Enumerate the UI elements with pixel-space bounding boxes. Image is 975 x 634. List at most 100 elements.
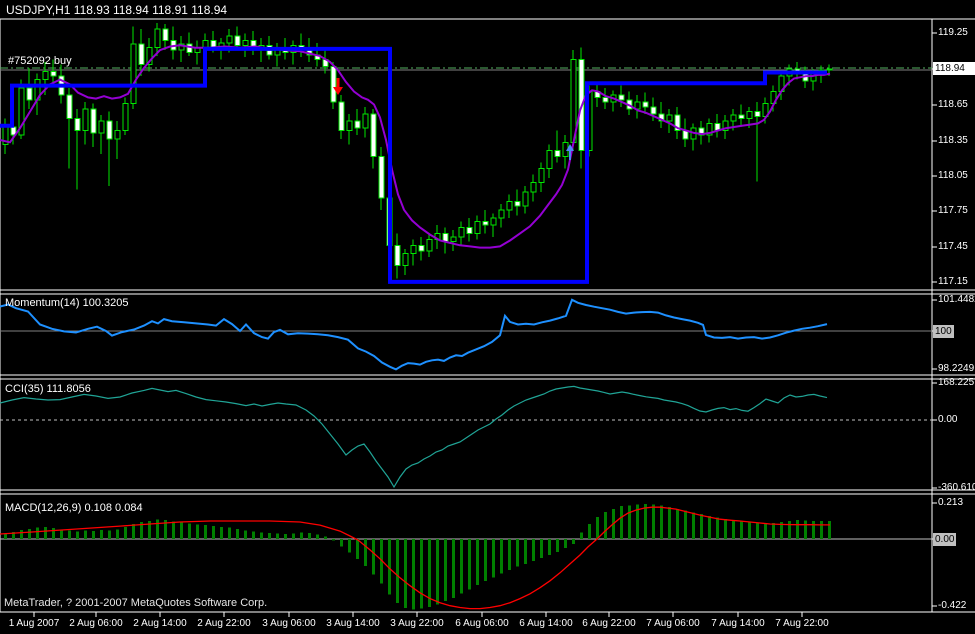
macd-histogram-bar <box>84 530 87 539</box>
macd-histogram-bar <box>364 539 367 566</box>
macd-histogram-bar <box>148 520 151 539</box>
time-axis-label: 1 Aug 2007 <box>8 618 60 629</box>
macd-histogram-bar <box>828 520 831 539</box>
macd-histogram-bar <box>772 522 775 539</box>
macd-histogram-bar <box>204 525 207 539</box>
price-axis-label: 119.25 <box>938 27 968 38</box>
macd-histogram-bar <box>300 532 303 539</box>
macd-histogram-bar <box>460 539 463 594</box>
time-axis-label: 7 Aug 22:00 <box>775 618 829 629</box>
macd-histogram-bar <box>156 519 159 539</box>
candle-body <box>410 244 417 255</box>
price-axis-label: -0.422 <box>938 600 967 611</box>
macd-histogram-bar <box>252 531 255 539</box>
candle-body <box>178 43 185 51</box>
macd-histogram-bar <box>452 539 455 598</box>
buy-arrow-icon <box>566 144 574 151</box>
time-axis-label: 6 Aug 14:00 <box>519 618 573 629</box>
candle-body <box>186 43 193 53</box>
candle-body <box>650 106 657 115</box>
macd-histogram-bar <box>52 528 55 539</box>
macd-histogram-bar <box>508 539 511 571</box>
macd-signal-line <box>0 506 830 610</box>
macd-histogram-bar <box>492 539 495 578</box>
candle-body <box>354 120 361 129</box>
macd-histogram-bar <box>164 520 167 539</box>
candle-body <box>674 114 681 132</box>
candle-body <box>50 70 57 77</box>
macd-histogram-bar <box>724 519 727 539</box>
macd-histogram-bar <box>372 539 375 575</box>
candle-body <box>130 43 137 104</box>
time-axis-label: 2 Aug 14:00 <box>133 618 187 629</box>
macd-histogram-bar <box>740 521 743 539</box>
candle-body <box>458 227 465 238</box>
macd-histogram-bar <box>324 536 327 539</box>
macd-histogram-bar <box>100 529 103 539</box>
macd-histogram-bar <box>116 529 119 539</box>
candle-body <box>498 209 505 219</box>
candle-body <box>98 120 105 134</box>
macd-histogram-bar <box>268 532 271 539</box>
momentum-indicator-label: Momentum(14) 100.3205 <box>5 297 129 309</box>
candle-body <box>26 87 33 101</box>
macd-histogram-bar <box>36 527 39 539</box>
candle-body <box>18 87 25 136</box>
candle-body <box>482 221 489 226</box>
macd-indicator-label: MACD(12,26,9) 0.108 0.084 <box>5 502 143 514</box>
time-axis-label: 3 Aug 14:00 <box>326 618 380 629</box>
candle-body <box>114 130 121 140</box>
candle-body <box>90 108 97 134</box>
price-axis-label: 117.45 <box>938 241 968 252</box>
price-axis-label: 98.2249 <box>938 363 975 374</box>
candle-body <box>642 101 649 108</box>
price-axis-label: 0.00 <box>938 414 958 425</box>
macd-histogram-bar <box>284 533 287 539</box>
macd-histogram-bar <box>428 539 431 608</box>
macd-histogram-bar <box>92 530 95 539</box>
macd-histogram-bar <box>596 517 599 539</box>
candle-body <box>466 227 473 234</box>
macd-histogram-bar <box>556 539 559 553</box>
macd-histogram-bar <box>12 531 15 539</box>
candle-body <box>738 114 745 120</box>
macd-histogram-bar <box>44 526 47 539</box>
candle-body <box>746 111 753 120</box>
sell-arrow-icon <box>333 87 343 95</box>
macd-histogram-bar <box>404 539 407 608</box>
candle-body <box>138 43 145 65</box>
macd-histogram-bar <box>756 523 759 539</box>
candle-body <box>394 244 401 266</box>
macd-histogram-bar <box>700 514 703 539</box>
candle-body <box>66 94 73 120</box>
candle-body <box>106 120 113 140</box>
copyright-text: MetaTrader, ? 2001-2007 MetaQuotes Softw… <box>4 597 268 609</box>
macd-histogram-bar <box>60 529 63 539</box>
candle-body <box>418 244 425 252</box>
candle-body <box>82 108 89 132</box>
macd-histogram-bar <box>476 539 479 586</box>
price-axis-label: 168.2257 <box>938 377 975 388</box>
candle-body <box>42 70 49 81</box>
macd-histogram-bar <box>236 528 239 539</box>
candle-body <box>538 167 545 184</box>
macd-histogram-bar <box>348 539 351 553</box>
macd-histogram-bar <box>804 520 807 539</box>
macd-histogram-bar <box>340 539 343 547</box>
momentum-100-tag: 100 <box>933 325 954 338</box>
candle-body <box>162 28 169 42</box>
candle-body <box>426 238 433 252</box>
price-axis-label: -360.610 <box>938 482 975 493</box>
macd-histogram-bar <box>436 539 439 605</box>
macd-histogram-bar <box>644 504 647 539</box>
chart-title-ohlc: USDJPY,H1 118.93 118.94 118.91 118.94 <box>6 3 228 17</box>
macd-histogram-bar <box>620 506 623 539</box>
macd-histogram-bar <box>500 539 503 574</box>
macd-histogram-bar <box>812 520 815 539</box>
time-axis-label: 7 Aug 14:00 <box>711 618 765 629</box>
price-axis-label: 0.213 <box>938 497 964 508</box>
time-axis-label: 2 Aug 22:00 <box>197 618 251 629</box>
price-axis-label: 118.05 <box>938 170 968 181</box>
macd-histogram-bar <box>180 522 183 539</box>
